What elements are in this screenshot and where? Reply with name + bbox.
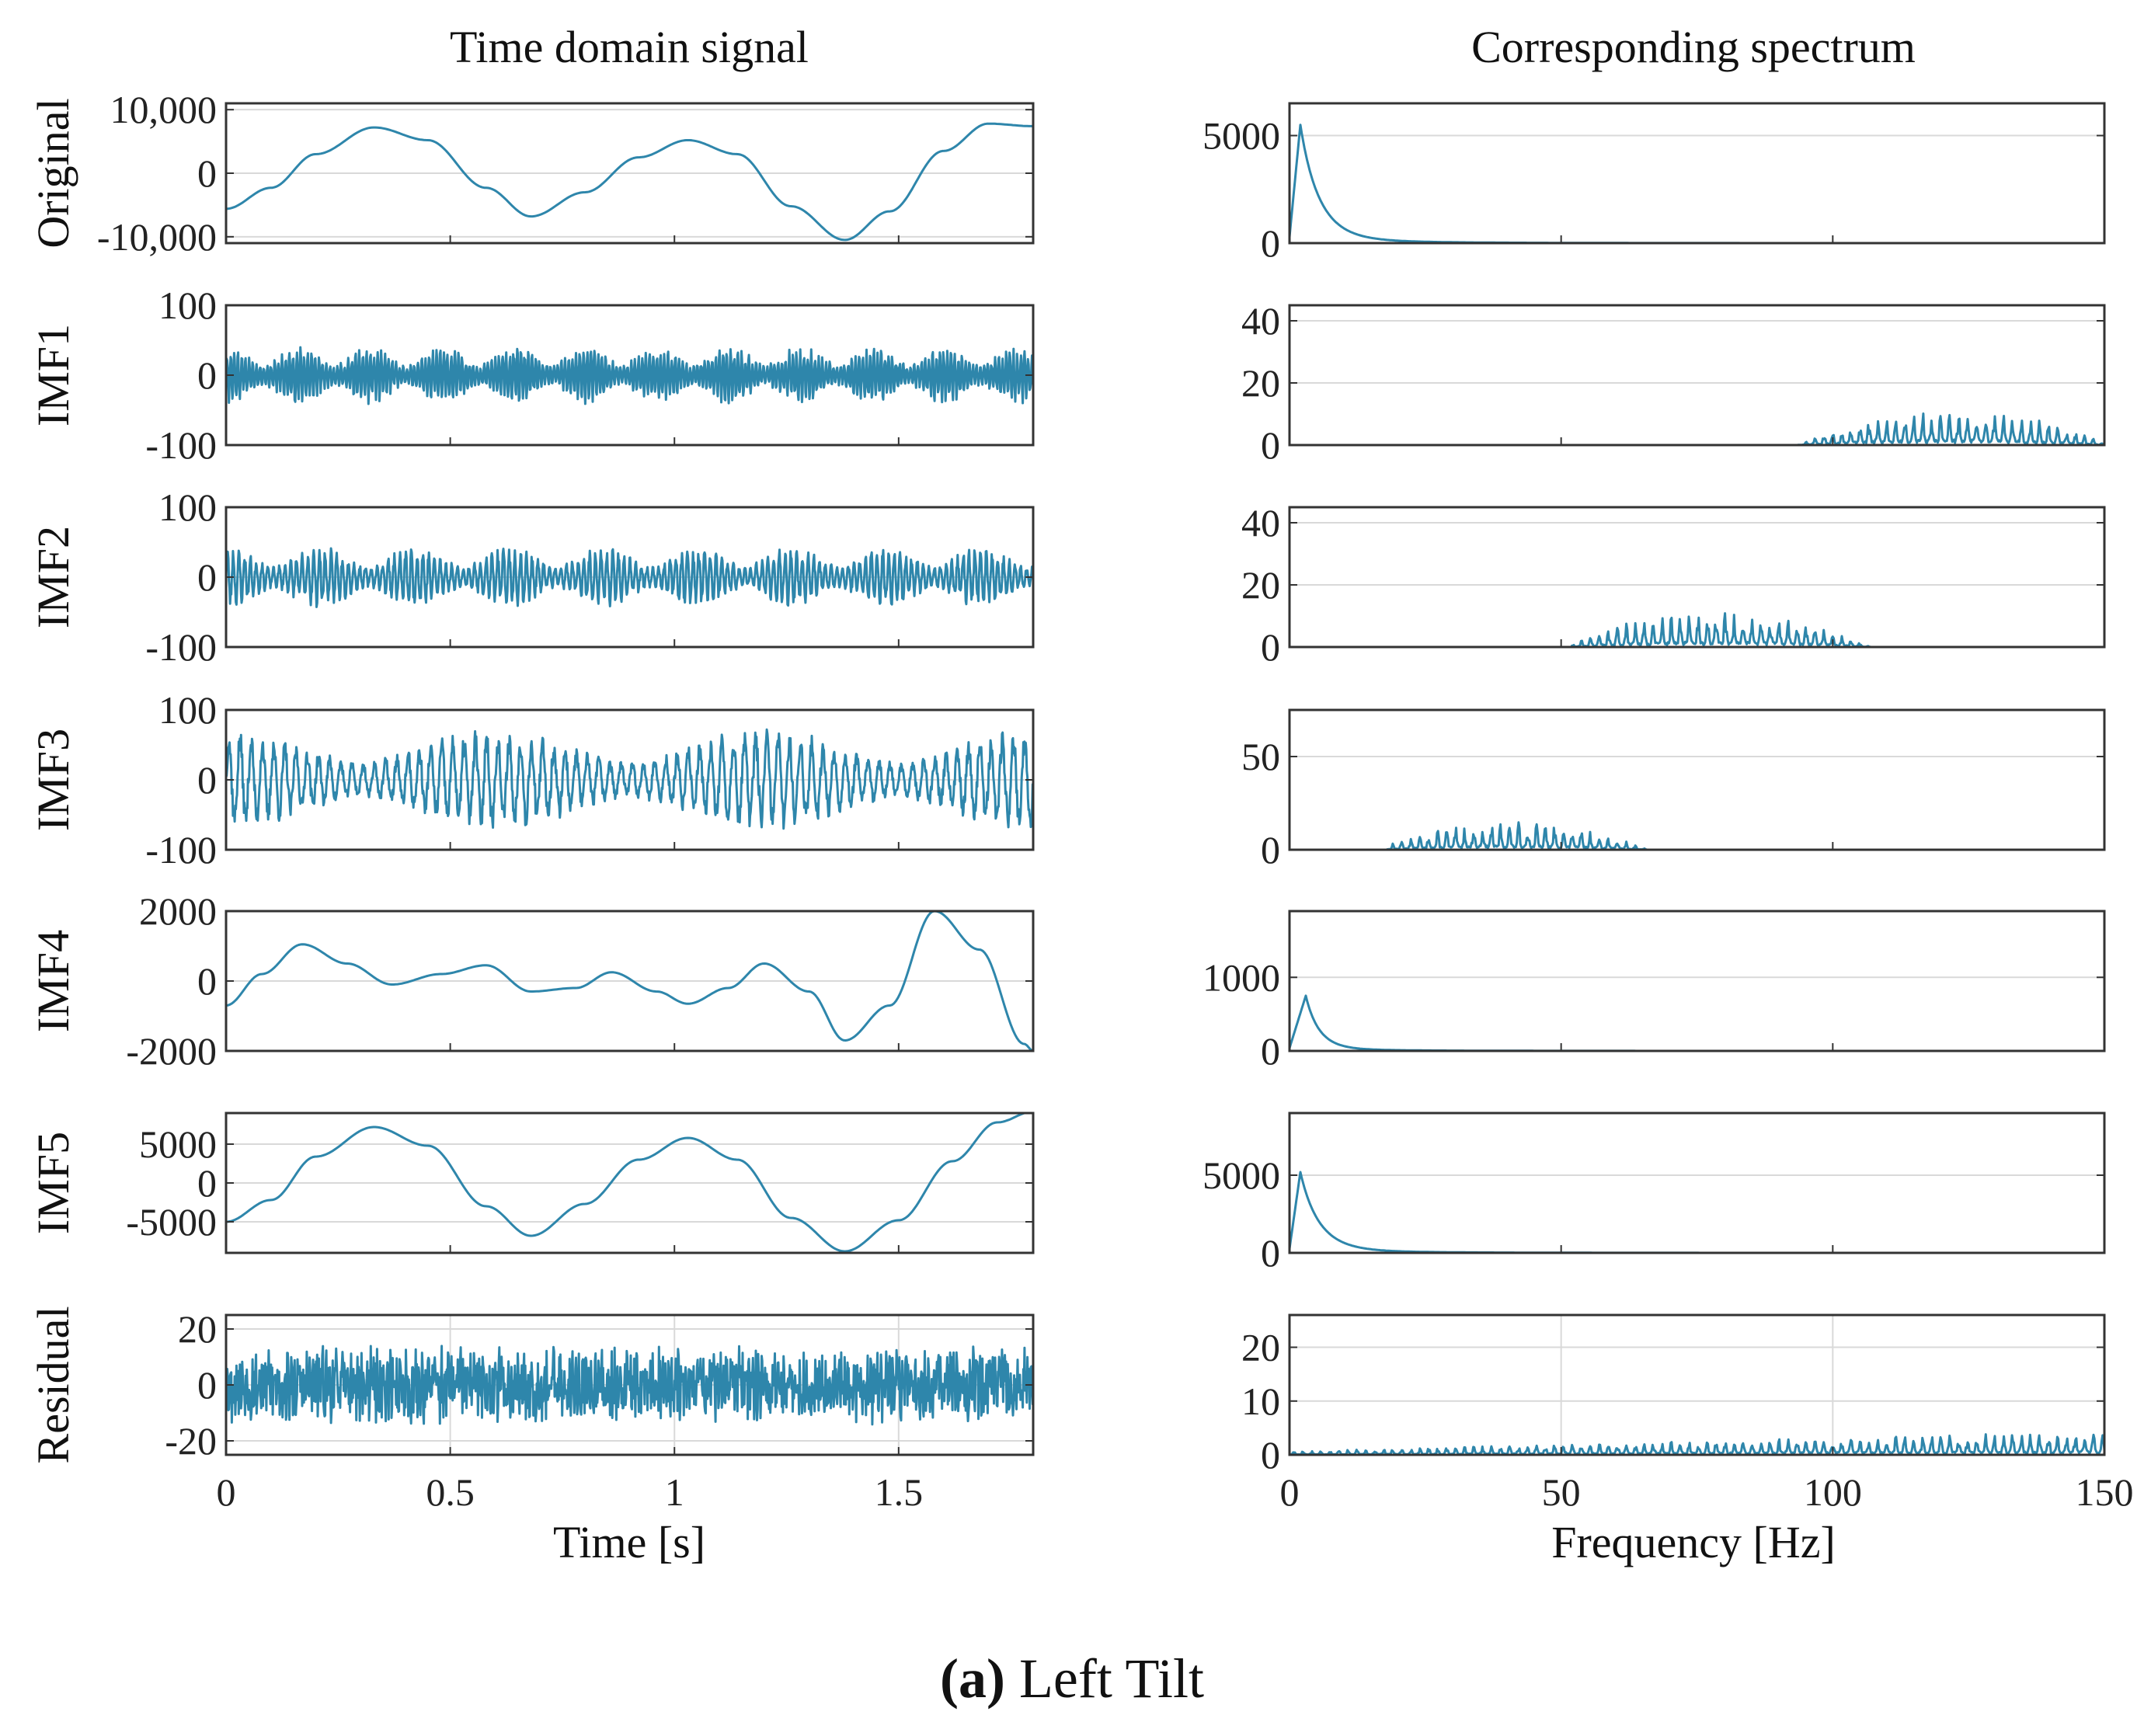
row-label-imf5: IMF5 bbox=[28, 1132, 78, 1234]
subplot-grid: 10,0000-10,000Original1000-100IMF11000-1… bbox=[28, 88, 2134, 1514]
x-tick-label: 0 bbox=[1280, 1470, 1300, 1514]
y-tick-label: 100 bbox=[158, 688, 217, 732]
y-tick-label: 100 bbox=[158, 284, 217, 327]
x-tick-label: 0 bbox=[217, 1470, 236, 1514]
axes-frame bbox=[1288, 1112, 2106, 1254]
series-line-imf1 bbox=[226, 346, 1033, 405]
y-tick-label: 50 bbox=[1241, 735, 1280, 778]
frequency-x-axis-label: Frequency [Hz] bbox=[1551, 1517, 1836, 1567]
y-tick-label: 0 bbox=[1261, 1231, 1280, 1275]
y-tick-label: 10,000 bbox=[110, 88, 218, 131]
series-line-residual-spectrum bbox=[1290, 1433, 2104, 1455]
series-line-imf2 bbox=[226, 547, 1033, 608]
axes-frame bbox=[1288, 304, 2106, 447]
panel-time-imf4: 2000 0 -2000 IMF4 bbox=[28, 889, 1035, 1073]
y-tick-label: 40 bbox=[1241, 299, 1280, 343]
axes-frame bbox=[1288, 506, 2106, 649]
panel-time-original: 10,000 0 -10,000 Original bbox=[28, 88, 1035, 259]
series-line-imf5-spectrum bbox=[1290, 1171, 2104, 1253]
y-tick-label: 0 bbox=[1261, 625, 1280, 669]
panel-spectrum-imf1: 40 20 0 bbox=[1241, 299, 2106, 467]
y-tick-label: 0 bbox=[197, 1161, 217, 1205]
x-tick-label: 150 bbox=[2076, 1470, 2134, 1514]
y-tick-label: 5000 bbox=[1203, 1153, 1280, 1197]
series-line-imf4-spectrum bbox=[1290, 994, 2104, 1051]
y-tick-label: 5000 bbox=[1203, 114, 1280, 158]
axes-frame bbox=[1288, 1313, 2106, 1456]
y-tick-label: 40 bbox=[1241, 501, 1280, 544]
y-tick-label: -20 bbox=[165, 1419, 217, 1463]
x-tick-label: 100 bbox=[1804, 1470, 1862, 1514]
panel-spectrum-original: 5000 0 bbox=[1203, 102, 2106, 265]
spectrum-column-title: Corresponding spectrum bbox=[1471, 22, 1916, 72]
y-tick-label: -10,000 bbox=[97, 215, 217, 259]
y-tick-label: 0 bbox=[1261, 828, 1280, 871]
y-tick-label: 0 bbox=[1261, 423, 1280, 467]
x-tick-label: 1.5 bbox=[875, 1470, 924, 1514]
y-tick-label: -100 bbox=[145, 828, 217, 871]
row-label-original: Original bbox=[28, 98, 78, 248]
row-label-imf2: IMF2 bbox=[28, 526, 78, 628]
row-label-residual: Residual bbox=[28, 1306, 78, 1464]
y-tick-label: 0 bbox=[1261, 221, 1280, 265]
series-line-imf2-spectrum bbox=[1290, 612, 2104, 647]
series-line-imf3 bbox=[226, 728, 1033, 830]
caption-text: Left Tilt bbox=[1019, 1647, 1204, 1710]
y-tick-label: 0 bbox=[197, 959, 217, 1003]
y-tick-label: -100 bbox=[145, 423, 217, 467]
axes-frame bbox=[1288, 102, 2106, 245]
y-tick-label: 20 bbox=[1241, 563, 1280, 607]
panel-time-imf3: 100 0 -100 IMF3 bbox=[28, 688, 1035, 871]
panel-spectrum-imf2: 40 20 0 bbox=[1241, 501, 2106, 669]
series-line-residual bbox=[226, 1345, 1033, 1426]
axes-frame bbox=[1288, 910, 2106, 1052]
y-tick-label: 0 bbox=[197, 758, 217, 802]
row-label-imf3: IMF3 bbox=[28, 729, 78, 831]
series-line-imf5 bbox=[226, 1113, 1029, 1253]
caption-label: (a) bbox=[940, 1647, 1005, 1710]
series-line-imf1-spectrum bbox=[1290, 412, 2104, 445]
y-tick-label: 5000 bbox=[139, 1122, 217, 1166]
y-tick-label: 0 bbox=[197, 353, 217, 397]
panel-time-imf2: 100 0 -100 IMF2 bbox=[28, 485, 1035, 669]
y-tick-label: 1000 bbox=[1203, 955, 1280, 999]
series-line-original-spectrum bbox=[1290, 124, 2104, 243]
axes-frame bbox=[1288, 708, 2106, 851]
row-label-imf4: IMF4 bbox=[28, 930, 78, 1032]
y-tick-label: 20 bbox=[1241, 361, 1280, 405]
panel-time-imf1: 100 0 -100 IMF1 bbox=[28, 284, 1035, 467]
y-tick-label: -100 bbox=[145, 625, 217, 669]
y-tick-label: -2000 bbox=[126, 1029, 217, 1073]
y-tick-label: 0 bbox=[197, 1363, 217, 1407]
x-tick-label: 1 bbox=[665, 1470, 684, 1514]
y-tick-label: -5000 bbox=[126, 1200, 217, 1244]
y-tick-label: 2000 bbox=[139, 889, 217, 933]
y-tick-label: 0 bbox=[1261, 1433, 1280, 1477]
y-tick-label: 0 bbox=[197, 555, 217, 599]
y-tick-label: 0 bbox=[1261, 1029, 1280, 1073]
panel-spectrum-imf3: 50 0 bbox=[1241, 708, 2106, 871]
figure-caption: (a) Left Tilt bbox=[940, 1647, 1204, 1710]
series-line-imf3-spectrum bbox=[1290, 821, 2104, 850]
panel-spectrum-imf4: 1000 0 bbox=[1203, 910, 2106, 1073]
x-tick-label: 50 bbox=[1542, 1470, 1581, 1514]
caption-space bbox=[1005, 1647, 1019, 1710]
time-x-axis-label: Time [s] bbox=[553, 1517, 705, 1567]
panel-spectrum-imf5: 5000 0 bbox=[1203, 1112, 2106, 1275]
series-line-imf4 bbox=[226, 911, 1033, 1051]
y-tick-label: 10 bbox=[1241, 1379, 1280, 1423]
y-tick-label: 100 bbox=[158, 485, 217, 529]
y-tick-label: 0 bbox=[197, 151, 217, 195]
series-line-original bbox=[226, 122, 1033, 242]
time-column-title: Time domain signal bbox=[450, 22, 809, 72]
y-tick-label: 20 bbox=[178, 1307, 217, 1351]
x-tick-label: 0.5 bbox=[426, 1470, 475, 1514]
y-tick-label: 20 bbox=[1241, 1326, 1280, 1369]
row-label-imf1: IMF1 bbox=[28, 324, 78, 426]
